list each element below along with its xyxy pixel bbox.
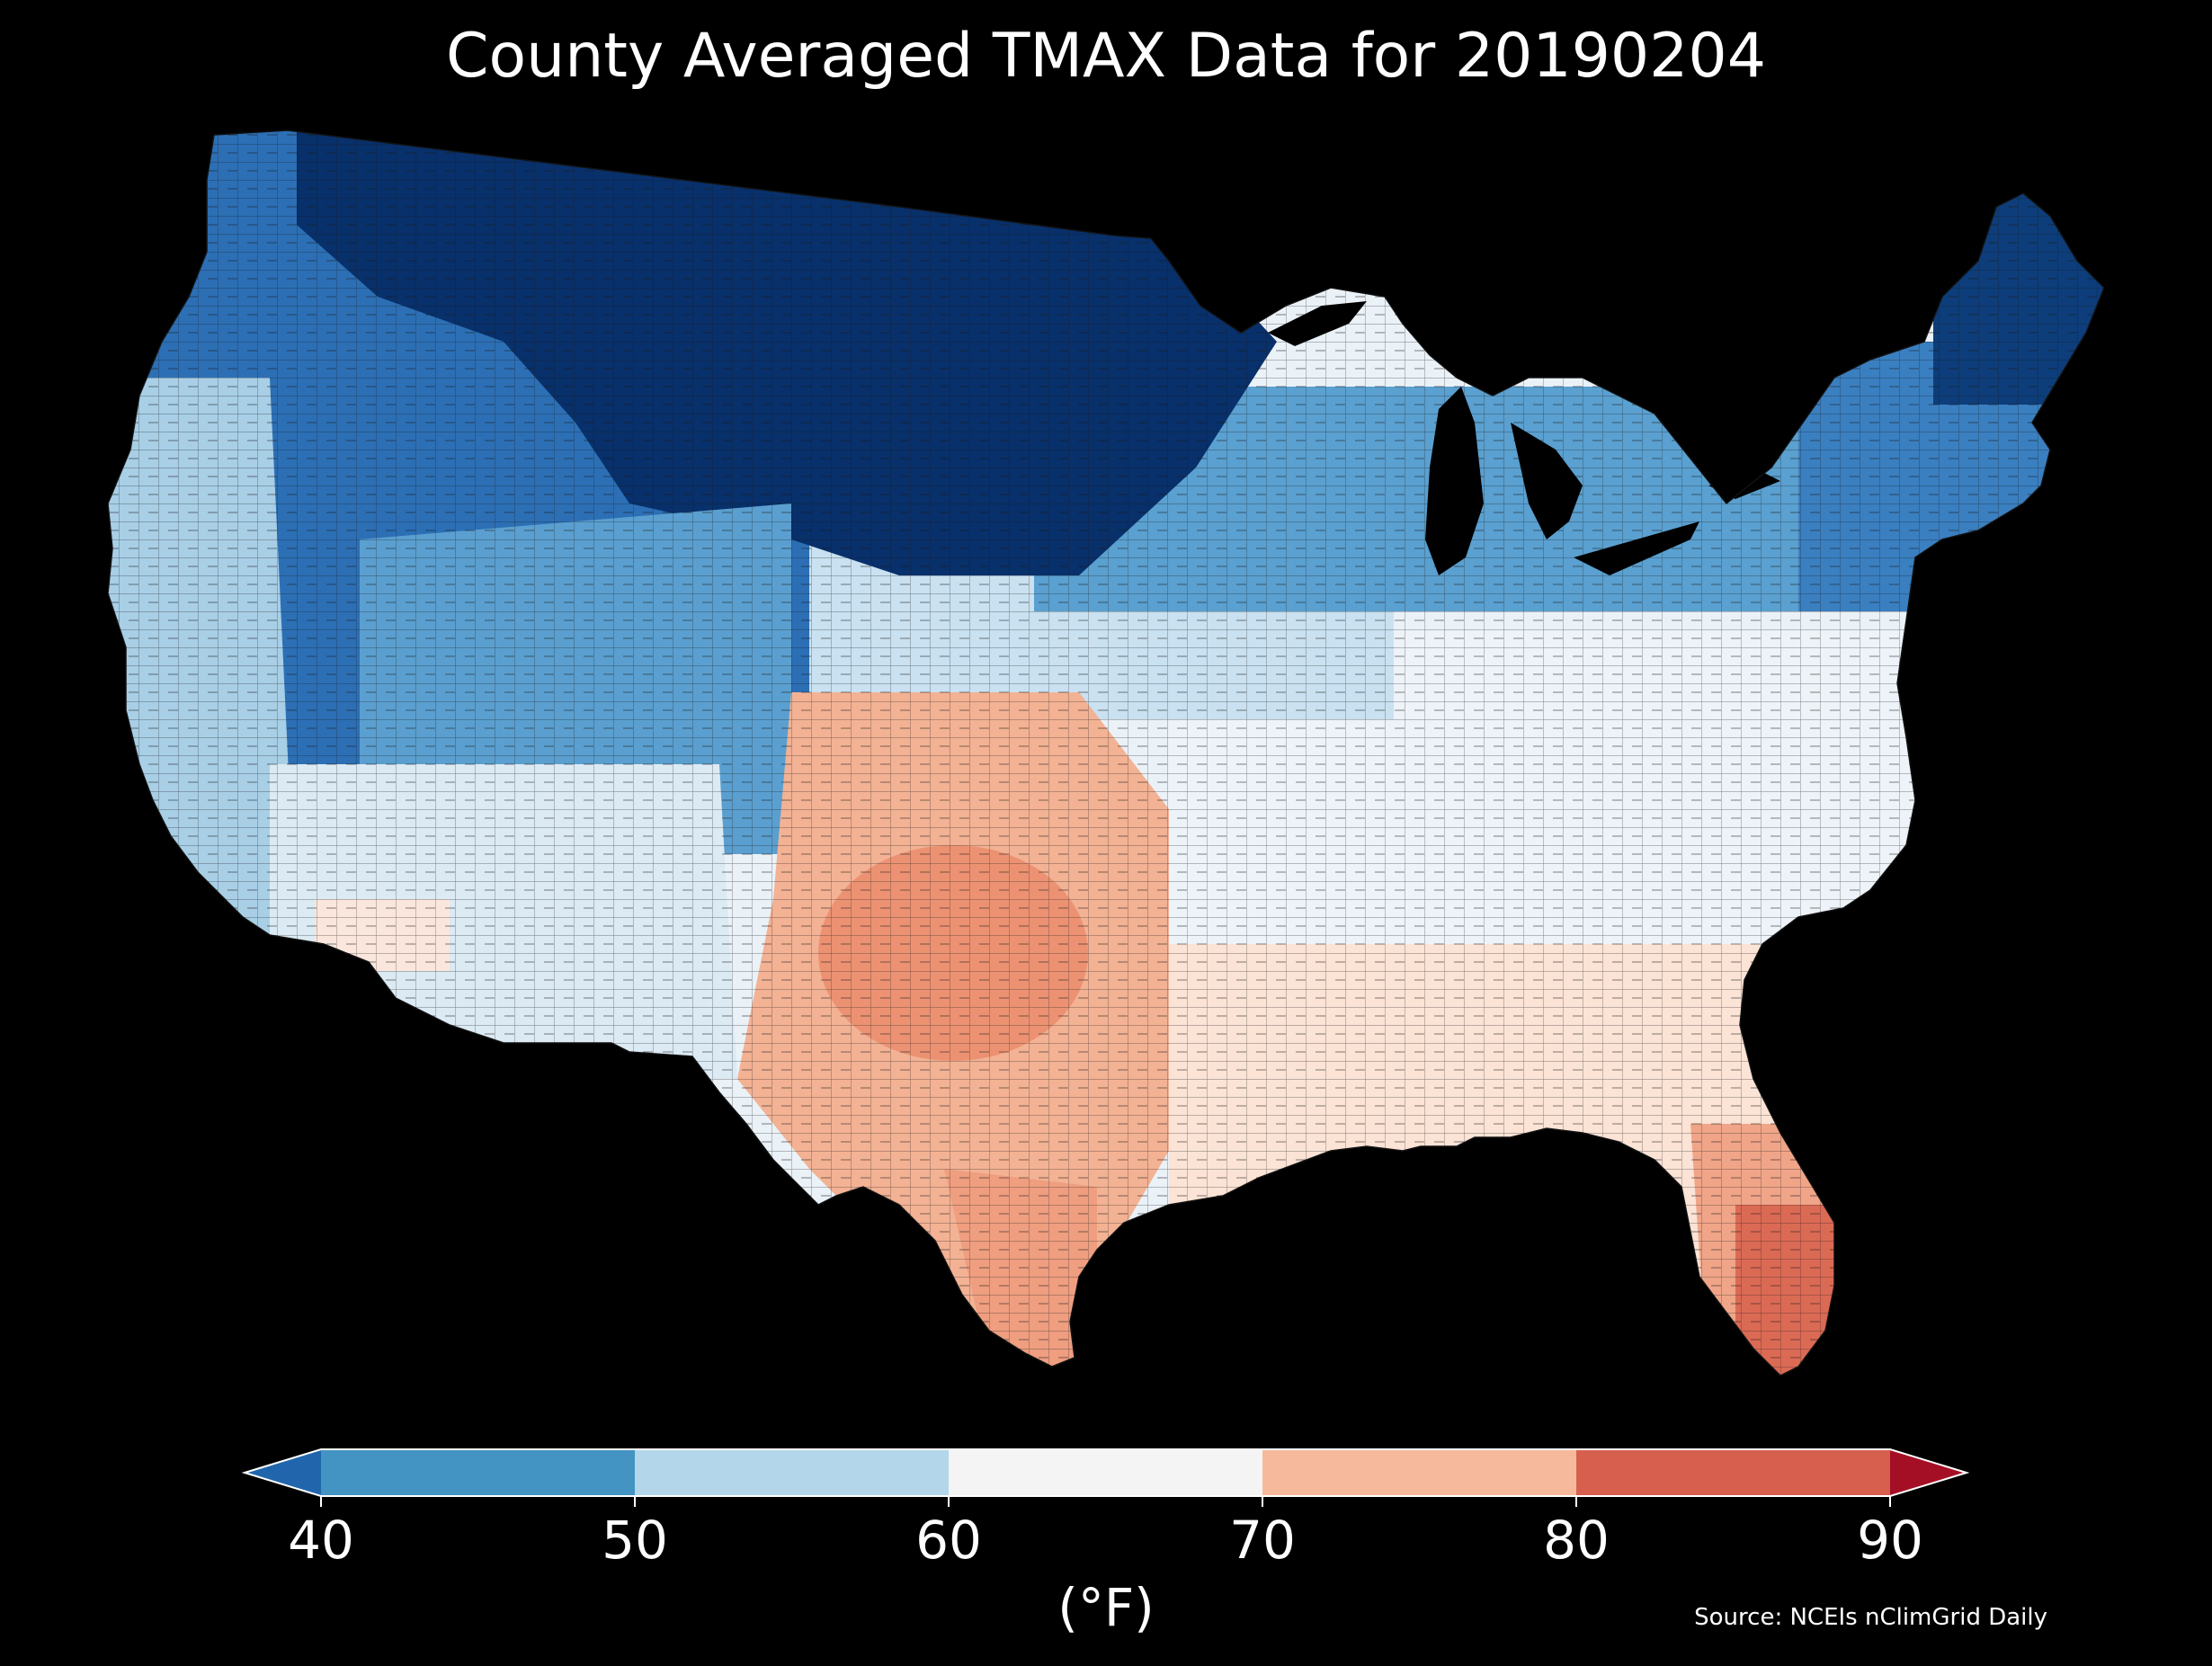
colorbar-label: (°F): [1057, 1577, 1155, 1638]
colorbar-tick: 50: [602, 1510, 668, 1571]
colorbar-tick: 80: [1543, 1510, 1610, 1571]
colorbar-tick: 70: [1229, 1510, 1296, 1571]
lake-michigan: [1425, 387, 1484, 575]
source-note: Source: NCEIs nClimGrid Daily: [1694, 1604, 2047, 1631]
colorbar-tick: 60: [915, 1510, 982, 1571]
colorbar-extend-low: [245, 1449, 321, 1496]
lake-ontario: [1708, 472, 1780, 499]
colorbar-segment: [1576, 1449, 1891, 1496]
colorbar-extend-high: [1890, 1449, 1967, 1496]
colorbar-segment: [1262, 1449, 1577, 1496]
lake-huron: [1511, 423, 1583, 539]
lake-superior: [1268, 301, 1367, 346]
colorbar-tick: 90: [1857, 1510, 1923, 1571]
us-outline: [107, 129, 2105, 1376]
colorbar-tick: 40: [288, 1510, 354, 1571]
colorbar-segment: [635, 1449, 950, 1496]
great-lakes-water: [1268, 301, 1780, 575]
colorbar-segment: [321, 1449, 636, 1496]
colorbar-segment: [949, 1449, 1263, 1496]
page-title: County Averaged TMAX Data for 20190204: [446, 21, 1766, 92]
lake-erie: [1574, 521, 1699, 575]
